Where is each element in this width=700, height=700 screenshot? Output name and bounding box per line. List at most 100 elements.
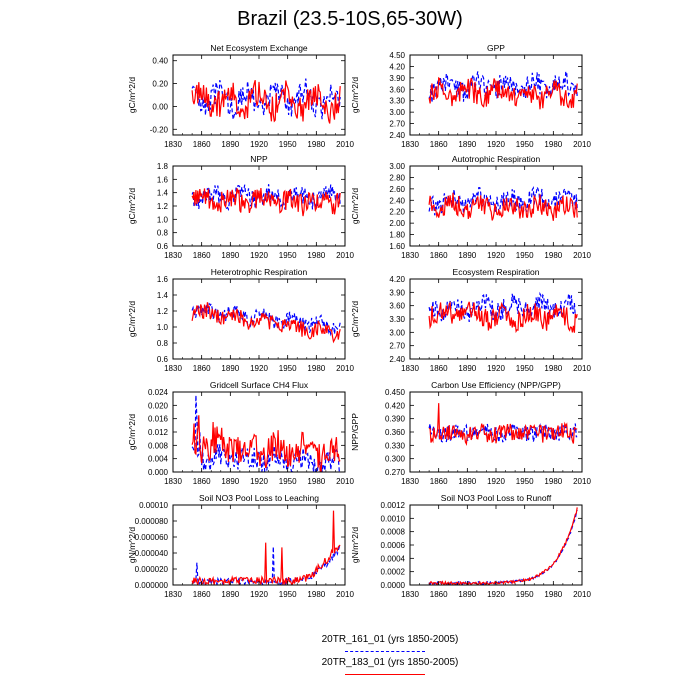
y-tick-label: 0.6 <box>157 242 169 251</box>
x-tick-label: 1830 <box>164 590 182 599</box>
x-tick-label: 1920 <box>487 477 505 486</box>
series-line-run-183 <box>428 403 578 446</box>
y-tick-label: 0.6 <box>157 355 169 364</box>
y-tick-label: 0.000080 <box>135 517 169 526</box>
x-tick-label: 1950 <box>516 140 534 149</box>
y-tick-label: 0.270 <box>385 468 406 477</box>
plot-frame <box>409 504 583 586</box>
y-tick-label: 0.0002 <box>381 568 406 577</box>
y-tick-label: 0.8 <box>157 229 169 238</box>
y-tick-label: 0.000020 <box>135 565 169 574</box>
y-tick-label: 1.6 <box>157 175 169 184</box>
x-tick-label: 1920 <box>250 364 268 373</box>
x-tick-label: 1950 <box>516 477 534 486</box>
chart-title: Ecosystem Respiration <box>453 267 540 277</box>
x-tick-label: 1920 <box>250 477 268 486</box>
y-tick-label: 0.0006 <box>381 541 406 550</box>
x-tick-label: 1950 <box>279 477 297 486</box>
y-tick-label: 0.450 <box>385 388 406 397</box>
y-tick-label: 0.00010 <box>139 501 168 510</box>
series-line-run-183 <box>191 187 341 217</box>
y-tick-label: 0.008 <box>148 441 169 450</box>
y-tick-label: 4.20 <box>389 275 405 284</box>
y-tick-label: 1.4 <box>157 291 169 300</box>
legend-line-run-183 <box>345 674 425 675</box>
x-tick-label: 1920 <box>250 251 268 260</box>
y-tick-label: 4.50 <box>389 51 405 60</box>
y-tick-label: 3.60 <box>389 302 405 311</box>
y-axis-label: gC/m^2/d <box>350 77 360 113</box>
x-tick-label: 1920 <box>487 251 505 260</box>
y-tick-label: 0.000060 <box>135 533 169 542</box>
y-tick-label: 3.30 <box>389 315 405 324</box>
chart-panel-6: 1830 1860 1890 1920 1950 1980 2010 2.40 2.70 3.00… <box>350 267 591 373</box>
x-tick-label: 1830 <box>164 251 182 260</box>
x-tick-label: 1860 <box>430 251 448 260</box>
y-axis-label: gN/m^2/d <box>127 527 137 563</box>
y-tick-label: 1.2 <box>157 202 169 211</box>
y-tick-label: 1.0 <box>157 323 169 332</box>
y-tick-label: 1.60 <box>389 242 405 251</box>
series-line-run-183 <box>191 415 341 472</box>
x-tick-label: 1980 <box>544 364 562 373</box>
chart-title: NPP <box>250 154 268 164</box>
legend-line-run-161 <box>345 651 425 652</box>
x-tick-label: 1950 <box>516 590 534 599</box>
y-tick-label: 0.8 <box>157 339 169 348</box>
x-tick-label: 1920 <box>487 590 505 599</box>
x-tick-label: 1980 <box>307 251 325 260</box>
plot-frame <box>172 278 346 360</box>
x-tick-label: 1980 <box>544 251 562 260</box>
y-tick-label: -0.20 <box>150 125 169 134</box>
x-tick-label: 1860 <box>193 140 211 149</box>
series-line-run-183 <box>191 80 341 124</box>
y-tick-label: 2.40 <box>389 355 405 364</box>
x-tick-label: 1980 <box>307 140 325 149</box>
x-tick-label: 1950 <box>279 590 297 599</box>
y-tick-label: 0.0012 <box>381 501 406 510</box>
chart-panel-5: 1830 1860 1890 1920 1950 1980 2010 0.6 0.8 1.0 1.2… <box>127 267 354 373</box>
series-line-run-161 <box>428 69 578 103</box>
x-tick-label: 1860 <box>430 477 448 486</box>
x-tick-label: 1830 <box>164 140 182 149</box>
x-tick-label: 1890 <box>458 590 476 599</box>
x-tick-label: 1920 <box>250 590 268 599</box>
y-tick-label: 3.90 <box>389 74 405 83</box>
y-tick-label: 0.0000 <box>381 581 406 590</box>
y-tick-label: 0.0004 <box>381 554 406 563</box>
x-tick-label: 1830 <box>401 251 419 260</box>
y-tick-label: 0.000000 <box>135 581 169 590</box>
x-tick-label: 1830 <box>401 140 419 149</box>
chart-panel-4: 1830 1860 1890 1920 1950 1980 2010 1.60 1.80 2.00… <box>350 154 591 260</box>
y-tick-label: 3.90 <box>389 288 405 297</box>
x-tick-label: 2010 <box>573 364 591 373</box>
y-tick-label: 1.80 <box>389 231 405 240</box>
x-tick-label: 1890 <box>221 140 239 149</box>
y-tick-label: 0.000040 <box>135 549 169 558</box>
chart-panel-10: 1830 1860 1890 1920 1950 1980 2010 0.0000 0.0002… <box>350 493 591 599</box>
x-tick-label: 1890 <box>458 251 476 260</box>
x-tick-label: 1980 <box>544 140 562 149</box>
x-tick-label: 2010 <box>336 590 354 599</box>
x-tick-label: 1950 <box>279 364 297 373</box>
series-line-run-161 <box>428 291 578 322</box>
x-tick-label: 1830 <box>164 477 182 486</box>
chart-panel-3: 1830 1860 1890 1920 1950 1980 2010 0.6 0.8 1.0 1.2… <box>127 154 354 260</box>
x-tick-label: 1860 <box>430 590 448 599</box>
chart-title: GPP <box>487 43 505 53</box>
y-axis-label: gN/m^2/d <box>350 527 360 563</box>
x-tick-label: 1830 <box>401 590 419 599</box>
x-tick-label: 2010 <box>336 364 354 373</box>
x-tick-label: 1890 <box>221 251 239 260</box>
y-tick-label: 0.024 <box>148 388 169 397</box>
chart-title: Gridcell Surface CH4 Flux <box>210 380 309 390</box>
x-tick-label: 1920 <box>250 140 268 149</box>
chart-panel-7: 1830 1860 1890 1920 1950 1980 2010 0.000 0.004 0.… <box>127 380 354 486</box>
y-tick-label: 0.40 <box>152 57 168 66</box>
x-tick-label: 1830 <box>164 364 182 373</box>
y-tick-label: 0.300 <box>385 455 406 464</box>
y-axis-label: gC/m^2/d <box>127 301 137 337</box>
y-axis-label: NPP/GPP <box>350 413 360 451</box>
y-tick-label: 0.0008 <box>381 528 406 537</box>
